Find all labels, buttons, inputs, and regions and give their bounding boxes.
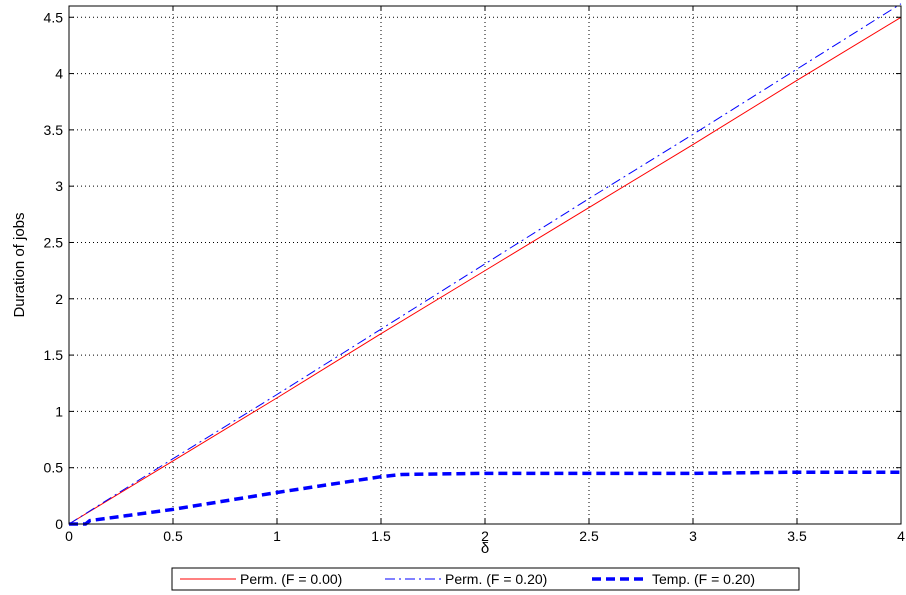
y-tick-label: 3.5 [44, 122, 64, 138]
x-tick-label: 4 [897, 528, 905, 544]
x-tick-label: 2 [481, 528, 489, 544]
y-tick-label: 2.5 [44, 234, 64, 250]
x-tick-label: 0.5 [163, 528, 183, 544]
x-tick-label: 3.5 [787, 528, 807, 544]
y-axis-label: Duration of jobs [11, 212, 28, 317]
y-tick-label: 4 [55, 66, 63, 82]
grid [69, 6, 901, 524]
y-axis-ticks: 0 0.5 1 1.5 2 2.5 3 3.5 4 4.5 [44, 9, 901, 532]
y-tick-label: 4.5 [44, 9, 64, 25]
x-tick-label: 3 [689, 528, 697, 544]
legend: Perm. (F = 0.00) Perm. (F = 0.20) Temp. (F… [171, 567, 800, 591]
y-tick-label: 0 [55, 516, 63, 532]
legend-box [171, 567, 800, 591]
x-tick-label: 1 [273, 528, 281, 544]
y-tick-label: 3 [55, 178, 63, 194]
legend-label-2: Perm. (F = 0.20) [445, 571, 547, 587]
y-tick-label: 1.5 [44, 347, 64, 363]
series-line-2 [68, 3, 902, 525]
x-tick-label: 2.5 [579, 528, 599, 544]
x-tick-label: 0 [65, 528, 73, 544]
x-tick-label: 1.5 [371, 528, 391, 544]
series-layer [68, 3, 902, 526]
series-line-3 [69, 470, 901, 526]
legend-label-3: Temp. (F = 0.20) [652, 571, 755, 587]
y-tick-label: 2 [55, 291, 63, 307]
y-tick-label: 1 [55, 403, 63, 419]
x-axis-label: δ [481, 540, 489, 557]
y-tick-label: 0.5 [44, 460, 64, 476]
x-axis-ticks: 0 0.5 1 1.5 2 2.5 3 3.5 4 [65, 6, 905, 544]
legend-label-1: Perm. (F = 0.00) [240, 571, 342, 587]
series-line-1 [68, 16, 902, 525]
